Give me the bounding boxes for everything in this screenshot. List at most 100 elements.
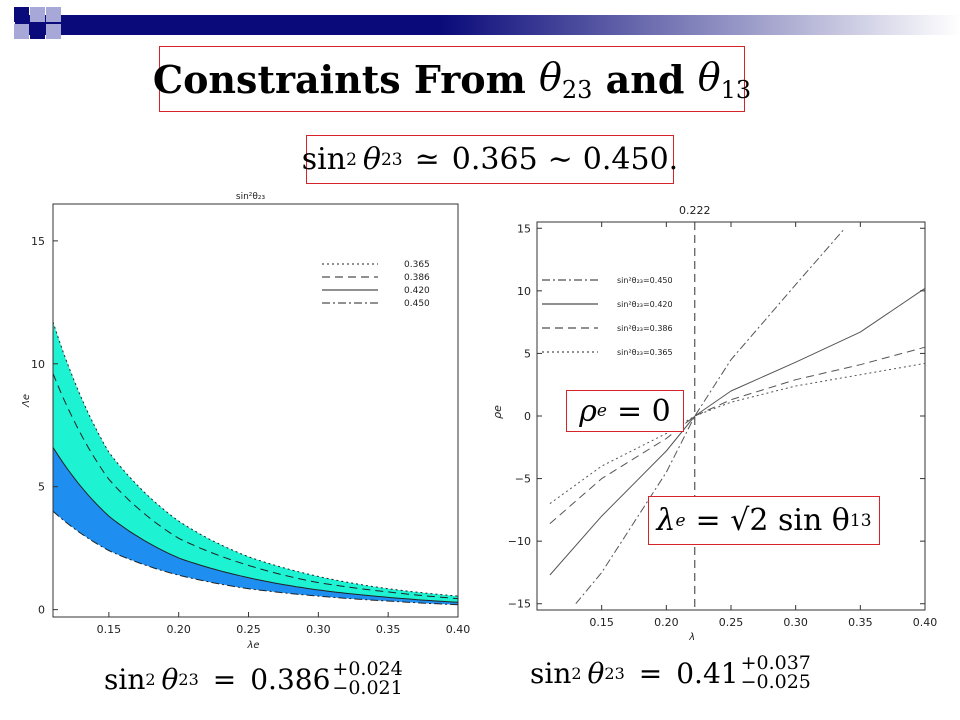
x-tick-label: 0.15 [589, 616, 614, 629]
slide-title: Constraints From θ23 and θ13 [153, 46, 751, 112]
left-result-plus: +0.024 [332, 658, 403, 680]
right-result-theta: θ [587, 656, 605, 690]
x-tick-label: 0.20 [654, 616, 679, 629]
left-result-errors: +0.024 −0.021 [332, 660, 402, 698]
legend-label: 0.386 [404, 273, 430, 283]
band-fill-upper [53, 322, 458, 603]
x-tick-label: 0.40 [446, 623, 470, 636]
legend-label: sin²θ₂₃=0.450 [617, 276, 673, 285]
title-theta-1: θ23 [539, 54, 593, 104]
range-lo: 0.365 [451, 142, 538, 177]
left-result-eq: = [212, 662, 237, 696]
header-square-lavender [46, 24, 61, 39]
band-fill-lower [53, 447, 458, 605]
title-theta1-sub: 23 [561, 75, 593, 104]
series-line-0.365 [52, 321, 459, 597]
range-hi: 0.450. [582, 142, 679, 177]
range-sq: 2 [346, 149, 357, 170]
x-tick-label: 0.15 [97, 623, 122, 636]
right-result-sub: 23 [604, 663, 625, 683]
left-result: sin 2 θ 23 = 0.386 +0.024 −0.021 [104, 660, 403, 698]
y-tick-label: 5 [38, 481, 45, 494]
range-equation: sin 2 θ 23 ≃ 0.365 ∼ 0.450. [302, 135, 678, 184]
y-tick-label: 10 [31, 358, 45, 371]
series-line-0.420 [52, 447, 459, 603]
series-line-sin²θ₂₃=0.386 [549, 346, 926, 524]
lambda-sub: e [675, 510, 686, 531]
range-sub: 23 [380, 149, 403, 170]
legend-label: sin²θ₂₃=0.386 [617, 324, 673, 333]
x-tick-label: 0.25 [236, 623, 261, 636]
right-result-eq: = [638, 656, 663, 690]
x-tick-label: 0.30 [783, 616, 808, 629]
x-tick-label: 0.35 [848, 616, 873, 629]
y-tick-label: 15 [31, 235, 45, 248]
lambda-rhs: = √2 sin θ [695, 503, 850, 538]
left-result-sq: 2 [145, 669, 156, 689]
legend-label: 0.420 [404, 286, 430, 296]
right-result: sin 2 θ 23 = 0.41 +0.037 −0.025 [530, 654, 811, 692]
title-theta-2: θ13 [697, 54, 752, 104]
title-prefix: Constraints From [152, 56, 540, 102]
y-tick-label: −10 [508, 535, 531, 548]
series-line-sin²θ₂₃=0.365 [549, 362, 926, 505]
x-tick-label: 0.35 [376, 623, 401, 636]
series-line-0.450 [52, 510, 459, 606]
header-square-navy [14, 7, 29, 22]
y-axis-label: ρe [491, 405, 504, 419]
rho-rhs: = 0 [616, 393, 671, 429]
rho-symbol: ρ [579, 393, 597, 429]
left-result-lhs: sin [104, 662, 146, 696]
left-result-value: 0.386 [250, 662, 331, 696]
chart-title: 0.222 [679, 204, 711, 217]
x-axis-label: λ [688, 632, 695, 643]
series-line-sin²θ₂₃=0.450 [575, 227, 846, 605]
y-tick-label: −5 [515, 473, 531, 486]
x-tick-label: 0.40 [913, 616, 938, 629]
legend-label: 0.450 [404, 299, 430, 309]
y-tick-label: 0 [524, 410, 531, 423]
lambda-rhs-sub: 13 [849, 510, 872, 531]
range-rel: ≃ [414, 142, 440, 177]
x-axis-label: λe [246, 640, 259, 651]
right-result-value: 0.41 [676, 656, 739, 690]
range-lhs: sin [301, 142, 347, 177]
y-tick-label: 0 [38, 604, 45, 617]
left-result-sub: 23 [178, 669, 199, 689]
y-axis-label: Λe [21, 394, 32, 408]
y-tick-label: −15 [508, 598, 531, 611]
header-bar [15, 15, 960, 35]
legend-label: sin²θ₂₃=0.365 [617, 348, 673, 357]
x-tick-label: 0.30 [306, 623, 331, 636]
header-square-lavender [14, 24, 29, 39]
header-square-lavender [30, 7, 45, 22]
title-mid: and [592, 56, 698, 102]
rho-sub: e [596, 401, 607, 421]
left-result-theta: θ [161, 662, 179, 696]
title-theta2-sub: 13 [720, 75, 752, 104]
right-result-sq: 2 [571, 663, 582, 683]
y-tick-label: 5 [524, 347, 531, 360]
legend-label: sin²θ₂₃=0.420 [617, 300, 673, 309]
header-square-navy [30, 24, 45, 39]
right-result-minus: −0.025 [740, 671, 811, 693]
y-tick-label: 10 [517, 285, 531, 298]
header-square-lavender [46, 7, 61, 22]
chart-left-lambda-vs-sin2: 0.15 0.20 0.25 0.30 0.35 0.40 0 5 10 15 sin²θ₂₃ λe Λ… [21, 192, 470, 651]
right-result-errors: +0.037 −0.025 [741, 654, 811, 692]
x-tick-label: 0.25 [719, 616, 744, 629]
legend-label: 0.365 [404, 260, 430, 270]
lambda-symbol: λ [656, 503, 676, 538]
plot-frame [52, 203, 459, 618]
x-tick-label: 0.20 [166, 623, 191, 636]
range-theta: θ [362, 142, 381, 177]
right-result-plus: +0.037 [740, 652, 811, 674]
chart-right-rho-vs-lambda: 0.222 0.15 0.20 0.25 0.30 0.35 0.40 15 10 5 0 −5 −10… [491, 204, 938, 643]
range-sep: ∼ [547, 142, 573, 177]
right-result-lhs: sin [530, 656, 572, 690]
chart-title: sin²θ₂₃ [236, 192, 266, 202]
left-result-minus: −0.021 [332, 677, 403, 699]
series-line-sin²θ₂₃=0.420 [549, 287, 926, 576]
